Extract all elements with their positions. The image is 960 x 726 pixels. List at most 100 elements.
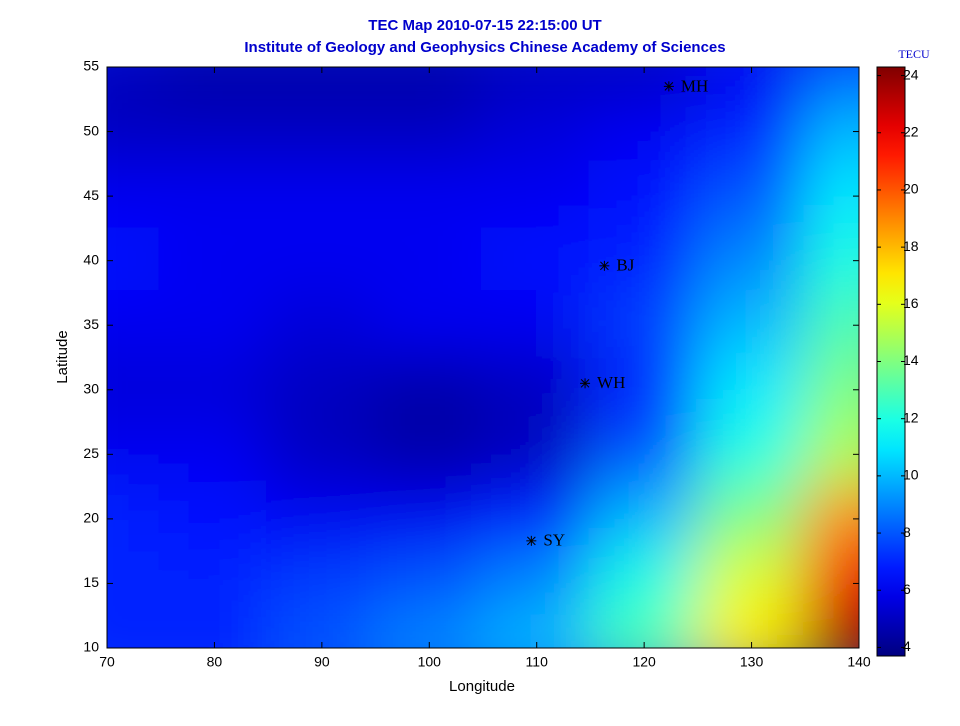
y-tick-label: 10 <box>83 639 99 655</box>
tec-cell <box>107 613 163 648</box>
x-tick-label: 140 <box>847 654 871 670</box>
tec-cell <box>695 290 808 360</box>
tec-cell <box>803 484 859 554</box>
tec-cell <box>588 484 700 554</box>
y-tick-label: 35 <box>83 316 99 332</box>
tec-cell <box>158 484 271 554</box>
station-label: MH <box>681 76 708 95</box>
tec-cell <box>158 161 271 231</box>
tec-cell <box>481 355 593 425</box>
y-tick-label: 20 <box>83 510 99 526</box>
y-tick-label: 15 <box>83 574 99 590</box>
tec-cell <box>158 420 271 489</box>
station-star <box>526 536 536 546</box>
tec-cell <box>695 420 808 489</box>
tec-cell <box>481 97 593 166</box>
colorbar-tick-label: 16 <box>903 295 919 311</box>
tec-cell <box>266 355 378 425</box>
x-tick-label: 120 <box>632 654 656 670</box>
tec-cell <box>588 355 700 425</box>
tec-cell <box>803 290 859 360</box>
tec-cell <box>266 420 378 489</box>
tec-cell <box>803 161 859 231</box>
tec-cell <box>695 484 808 554</box>
plot-frame <box>106 66 860 649</box>
tec-cell <box>588 549 700 618</box>
y-tick-label: 55 <box>83 58 99 74</box>
tec-cell <box>695 549 808 618</box>
tec-cell <box>803 226 859 295</box>
colorbar-tick-label: 24 <box>903 66 919 82</box>
tec-cell <box>107 161 163 231</box>
y-axis-label: Latitude <box>54 330 71 383</box>
tec-cell <box>266 161 378 231</box>
tec-cell <box>588 97 700 166</box>
colorbar-tick-label: 20 <box>903 181 919 197</box>
tec-field <box>107 67 859 648</box>
tec-cell <box>266 226 378 295</box>
tec-cell <box>373 161 485 231</box>
x-tick-label: 80 <box>207 654 223 670</box>
tec-cell <box>373 355 485 425</box>
tec-cell <box>481 484 593 554</box>
colorbar-tick-label: 22 <box>903 123 919 139</box>
tec-cell <box>107 355 163 425</box>
tec-cell <box>107 226 163 295</box>
tec-cell <box>266 484 378 554</box>
tec-cell <box>481 290 593 360</box>
colorbar-tick-label: 12 <box>903 409 919 425</box>
y-tick-label: 40 <box>83 251 99 267</box>
x-tick-label: 130 <box>740 654 764 670</box>
tec-cell <box>158 97 271 166</box>
tec-cell <box>695 161 808 231</box>
tec-cell <box>158 355 271 425</box>
y-tick-label: 45 <box>83 187 99 203</box>
tec-cell <box>803 355 859 425</box>
tec-cell <box>266 290 378 360</box>
tec-cell <box>803 613 859 648</box>
tec-cell <box>695 226 808 295</box>
station-star <box>664 82 674 91</box>
tec-cell <box>588 420 700 489</box>
tec-cells <box>107 67 859 648</box>
tec-cell <box>588 290 700 360</box>
station-label: WH <box>597 373 625 392</box>
tec-cell <box>803 549 859 618</box>
tec-cell <box>107 549 163 618</box>
tec-cell <box>107 67 163 102</box>
station-star <box>600 261 609 271</box>
tec-cell <box>107 484 163 554</box>
tec-cell <box>373 226 485 295</box>
tec-cell <box>373 290 485 360</box>
colorbar-tick-label: 10 <box>903 467 919 483</box>
tec-cell <box>373 549 485 618</box>
x-tick-label: 90 <box>314 654 330 670</box>
tec-cell <box>266 549 378 618</box>
tec-cell <box>158 549 271 618</box>
y-tick-label: 30 <box>83 380 99 396</box>
colorbar-tick-label: 8 <box>903 524 911 540</box>
chart-subtitle: Institute of Geology and Geophysics Chin… <box>244 39 725 56</box>
tec-cell <box>373 420 485 489</box>
x-tick-label: 70 <box>99 654 115 670</box>
colorbar-tick-label: 14 <box>903 352 919 368</box>
tec-cell <box>481 161 593 231</box>
tec-cell <box>588 226 700 295</box>
tec-cell <box>803 97 859 166</box>
station-marker <box>599 260 610 271</box>
colorbar-label: TECU <box>898 47 930 61</box>
tec-cell <box>107 290 163 360</box>
station-marker <box>526 535 537 546</box>
tec-cell <box>695 355 808 425</box>
x-axis-label: Longitude <box>449 678 515 695</box>
y-tick-label: 25 <box>83 445 99 461</box>
tec-cell <box>481 226 593 295</box>
station-marker <box>580 378 591 389</box>
colorbar <box>876 66 906 657</box>
x-tick-label: 110 <box>526 654 549 670</box>
tec-cell <box>158 226 271 295</box>
tec-cell <box>695 97 808 166</box>
colorbar-tick-label: 6 <box>903 581 911 597</box>
station-label: SY <box>543 531 565 550</box>
